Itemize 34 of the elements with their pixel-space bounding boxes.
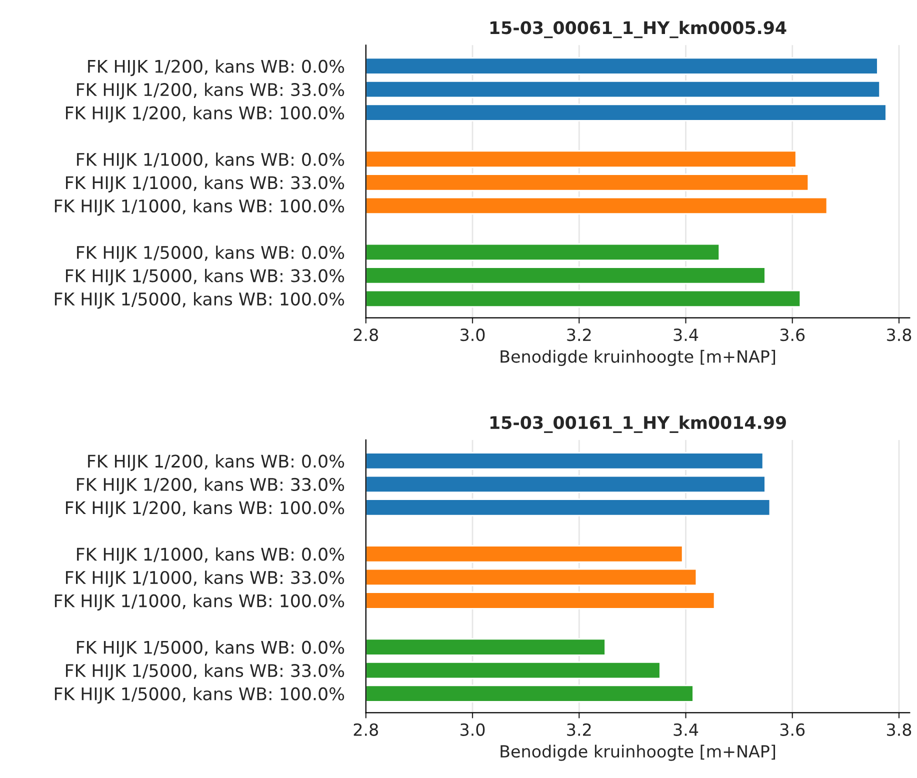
y-tick-label: FK HIJK 1/5000, kans WB: 0.0% (77, 640, 344, 658)
y-tick-label: FK HIJK 1/1000, kans WB: 0.0% (77, 152, 344, 170)
x-tick-label: 3.8 (887, 723, 912, 736)
x-tick-label: 3.0 (460, 723, 485, 736)
y-tick-label: FK HIJK 1/5000, kans WB: 100.0% (54, 292, 344, 309)
x-tick-label: 3.8 (887, 328, 912, 342)
chart-title: 15-03_00061_1_HY_km0005.94 (490, 20, 786, 38)
x-tick-label: 3.6 (780, 328, 805, 342)
x-tick-label: 2.8 (354, 328, 378, 342)
y-tick-label: FK HIJK 1/1000, kans WB: 100.0% (54, 594, 344, 611)
y-tick-label: FK HIJK 1/1000, kans WB: 0.0% (77, 547, 344, 564)
y-tick-label: FK HIJK 1/200, kans WB: 33.0% (77, 82, 344, 100)
y-tick-label: FK HIJK 1/200, kans WB: 33.0% (77, 478, 344, 494)
y-tick-label: FK HIJK 1/5000, kans WB: 33.0% (66, 664, 344, 680)
y-tick-label: FK HIJK 1/5000, kans WB: 100.0% (54, 686, 344, 704)
y-tick-label: FK HIJK 1/200, kans WB: 100.0% (66, 106, 344, 123)
y-tick-label: FK HIJK 1/200, kans WB: 100.0% (66, 500, 344, 518)
y-tick-label: FK HIJK 1/1000, kans WB: 33.0% (66, 570, 344, 588)
x-axis-title: Benodigde kruinhoogte [m+NAP] (500, 350, 776, 366)
x-tick-label: 3.2 (567, 723, 591, 736)
y-tick-label: FK HIJK 1/200, kans WB: 0.0% (88, 454, 344, 471)
y-tick-label: FK HIJK 1/200, kans WB: 0.0% (88, 59, 344, 76)
x-tick-label: 3.4 (674, 328, 698, 342)
x-axis-title: Benodigde kruinhoogte [m+NAP] (500, 744, 776, 761)
y-tick-label: FK HIJK 1/5000, kans WB: 33.0% (66, 268, 344, 286)
chart-title: 15-03_00161_1_HY_km0014.99 (490, 416, 786, 433)
y-tick-label: FK HIJK 1/1000, kans WB: 33.0% (66, 176, 344, 192)
x-tick-label: 3.4 (674, 723, 698, 736)
x-tick-label: 3.6 (780, 723, 805, 736)
y-tick-label: FK HIJK 1/5000, kans WB: 0.0% (77, 246, 344, 262)
x-tick-label: 3.2 (567, 328, 591, 342)
x-tick-label: 3.0 (460, 328, 485, 342)
y-tick-label: FK HIJK 1/1000, kans WB: 100.0% (54, 199, 344, 216)
x-tick-label: 2.8 (354, 723, 378, 736)
